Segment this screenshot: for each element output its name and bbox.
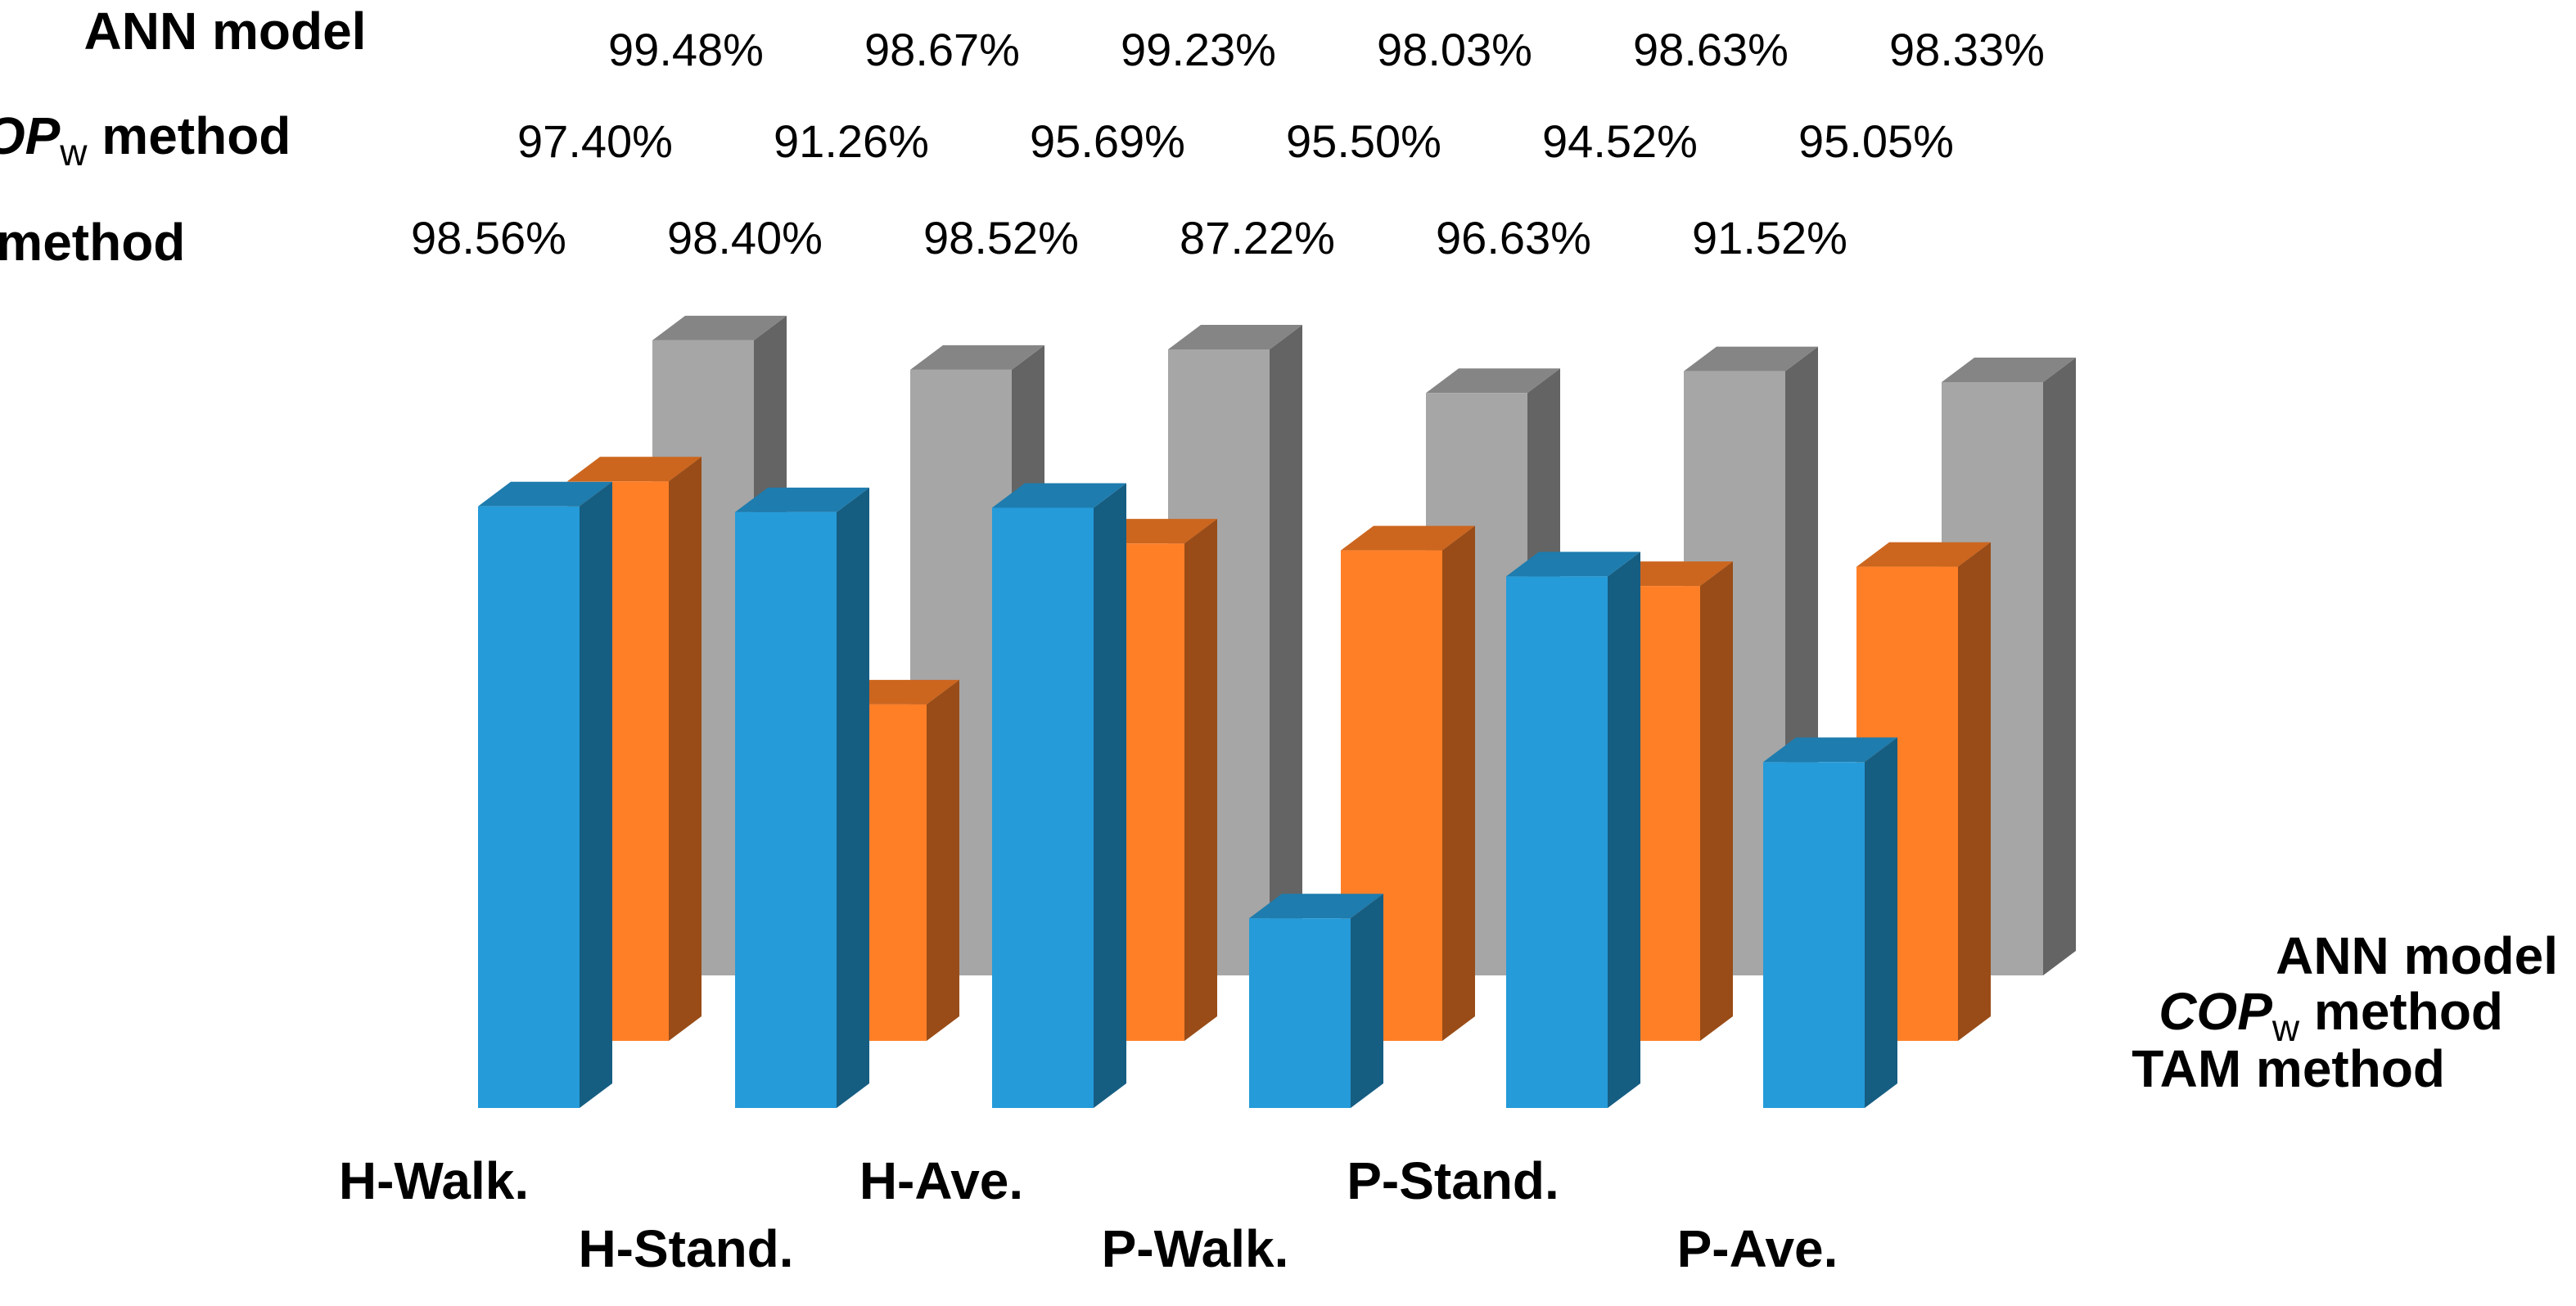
data-label-ann-model-p-walk: 98.03% <box>1377 24 1532 75</box>
data-label-copw-method-p-stand: 94.52% <box>1542 115 1698 167</box>
data-label-copw-method-h-stand: 91.26% <box>774 115 929 167</box>
data-label-tam-method-h-walk: 98.56% <box>411 212 566 263</box>
series-name-ann-model: ANN model <box>2276 926 2558 985</box>
series-name-tam-method: TAM method <box>2132 1039 2445 1098</box>
bar-tam-method-h-walk <box>478 481 612 1108</box>
row-title-copw-method: COPw method <box>0 106 291 173</box>
bar-tam-method-p-ave <box>1763 737 1897 1108</box>
bars-layer <box>478 315 2076 1108</box>
bar-tam-method-h-ave <box>992 483 1126 1108</box>
data-label-copw-method-p-walk: 95.50% <box>1286 115 1441 167</box>
series-tam-method <box>478 481 1897 1108</box>
row-title-tam-method: TAM method <box>0 213 185 272</box>
data-label-tam-method-p-stand: 96.63% <box>1436 212 1591 263</box>
data-label-ann-model-p-ave: 98.33% <box>1889 24 2045 75</box>
row-title-ann-model: ANN model <box>84 2 367 61</box>
data-label-copw-method-p-ave: 95.05% <box>1798 115 1954 167</box>
data-label-tam-method-p-ave: 91.52% <box>1692 212 1847 263</box>
data-label-ann-model-h-stand: 98.67% <box>864 24 1020 75</box>
data-label-tam-method-p-walk: 87.22% <box>1180 212 1335 263</box>
category-label-p-walk: P-Walk. <box>1102 1219 1289 1278</box>
category-label-h-walk: H-Walk. <box>339 1151 529 1210</box>
data-label-ann-model-h-walk: 99.48% <box>608 24 764 75</box>
data-label-tam-method-h-stand: 98.40% <box>667 212 823 263</box>
labels-layer: ANN model 99.48% 98.67% 99.23% 98.03% 98.63% 9… <box>0 2 2558 1278</box>
category-label-h-stand: H-Stand. <box>578 1219 793 1278</box>
bar-tam-method-p-walk <box>1249 894 1383 1108</box>
series-name-copw-method: COPw method <box>2159 982 2503 1049</box>
category-label-p-ave: P-Ave. <box>1677 1219 1838 1278</box>
bar-tam-method-h-stand <box>735 487 869 1108</box>
data-label-copw-method-h-ave: 95.69% <box>1030 115 1185 167</box>
data-label-copw-method-h-walk: 97.40% <box>517 115 673 167</box>
data-label-tam-method-h-ave: 98.52% <box>923 212 1079 263</box>
data-label-ann-model-h-ave: 99.23% <box>1121 24 1276 75</box>
category-label-p-stand: P-Stand. <box>1347 1151 1559 1210</box>
data-label-ann-model-p-stand: 98.63% <box>1633 24 1789 75</box>
bar-tam-method-p-stand <box>1506 552 1640 1108</box>
category-label-h-ave: H-Ave. <box>859 1151 1023 1210</box>
